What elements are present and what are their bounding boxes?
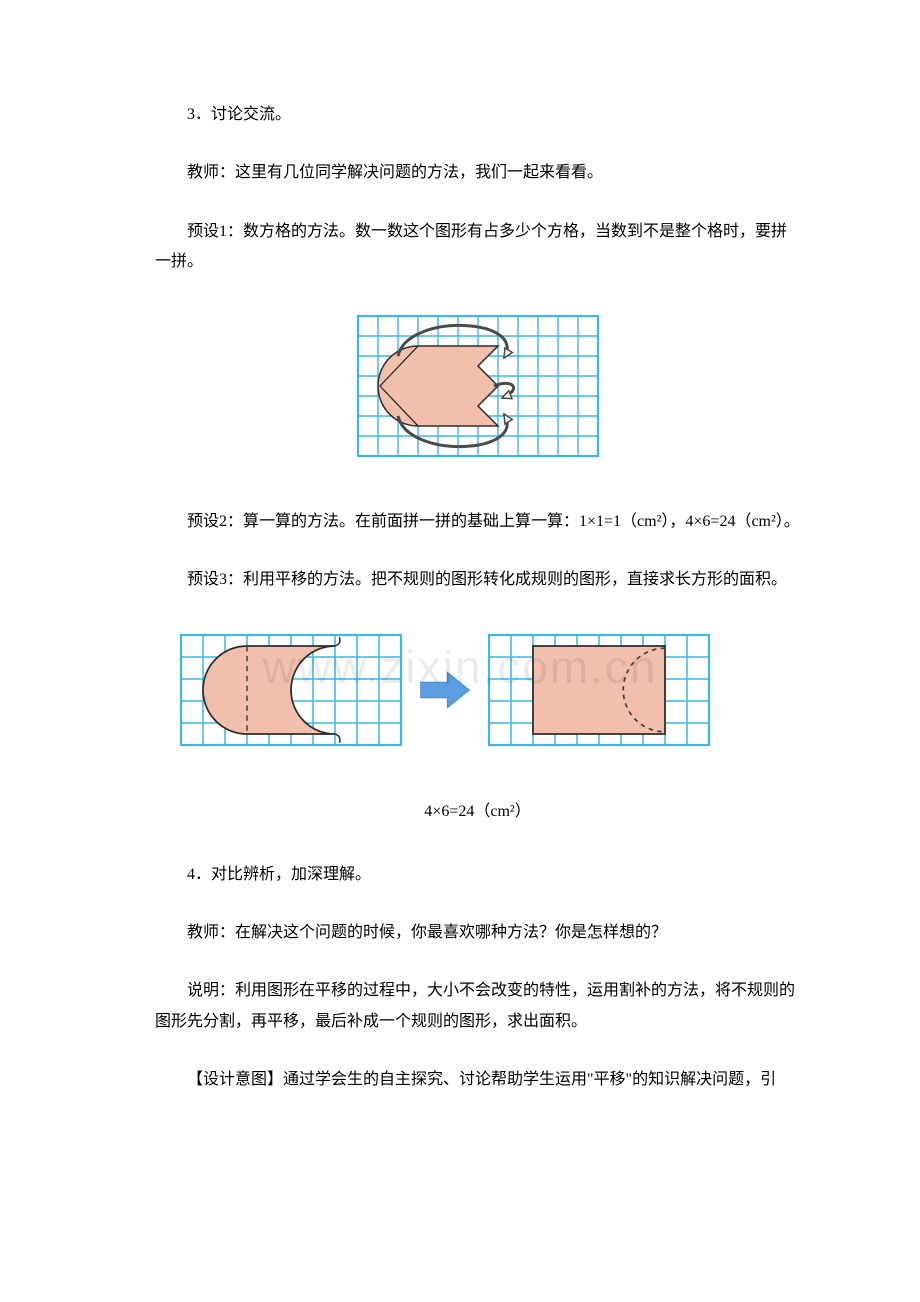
paragraph-design-intent: 【设计意图】通过学会生的自主探究、讨论帮助学生运用"平移"的知识解决问题，引	[155, 1065, 800, 1095]
figure-1-svg	[348, 306, 608, 466]
paragraph-teacher-question: 教师：在解决这个问题的时候，你最喜欢哪种方法？你是怎样想的？	[155, 918, 800, 948]
paragraph-preset-2: 预设2：算一算的方法。在前面拼一拼的基础上算一算：1×1=1（cm²），4×6=…	[155, 507, 800, 537]
paragraph-section-heading: 3．讨论交流。	[155, 100, 800, 130]
figure-1-grid-shape	[155, 306, 800, 477]
equation-area: 4×6=24（cm²）	[155, 797, 800, 827]
paragraph-explanation: 说明：利用图形在平移的过程中，大小不会改变的特性，运用割补的方法，将不规则的图形…	[155, 976, 800, 1037]
paragraph-teacher-prompt: 教师：这里有几位同学解决问题的方法，我们一起来看看。	[155, 158, 800, 188]
paragraph-preset-3: 预设3：利用平移的方法。把不规则的图形转化成规则的图形，直接求长方形的面积。	[155, 565, 800, 595]
document-page: 3．讨论交流。 教师：这里有几位同学解决问题的方法，我们一起来看看。 预设1：数…	[0, 0, 920, 1183]
figure-2-svg	[168, 624, 788, 756]
figure-2-translation	[155, 624, 800, 767]
paragraph-preset-1: 预设1：数方格的方法。数一数这个图形有占多少个方格，当数到不是整个格时，要拼一拼…	[155, 217, 800, 278]
paragraph-section-heading-2: 4．对比辨析，加深理解。	[155, 860, 800, 890]
